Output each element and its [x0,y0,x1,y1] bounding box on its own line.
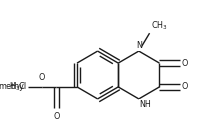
Text: O: O [182,82,188,91]
Text: methyl: methyl [0,82,26,91]
Text: CH$_3$: CH$_3$ [151,20,168,32]
Text: O: O [39,73,45,82]
Text: O: O [182,59,188,68]
Text: H$_3$C: H$_3$C [9,81,26,93]
Text: O: O [53,112,60,121]
Text: N: N [136,41,142,50]
Text: NH: NH [140,100,151,109]
